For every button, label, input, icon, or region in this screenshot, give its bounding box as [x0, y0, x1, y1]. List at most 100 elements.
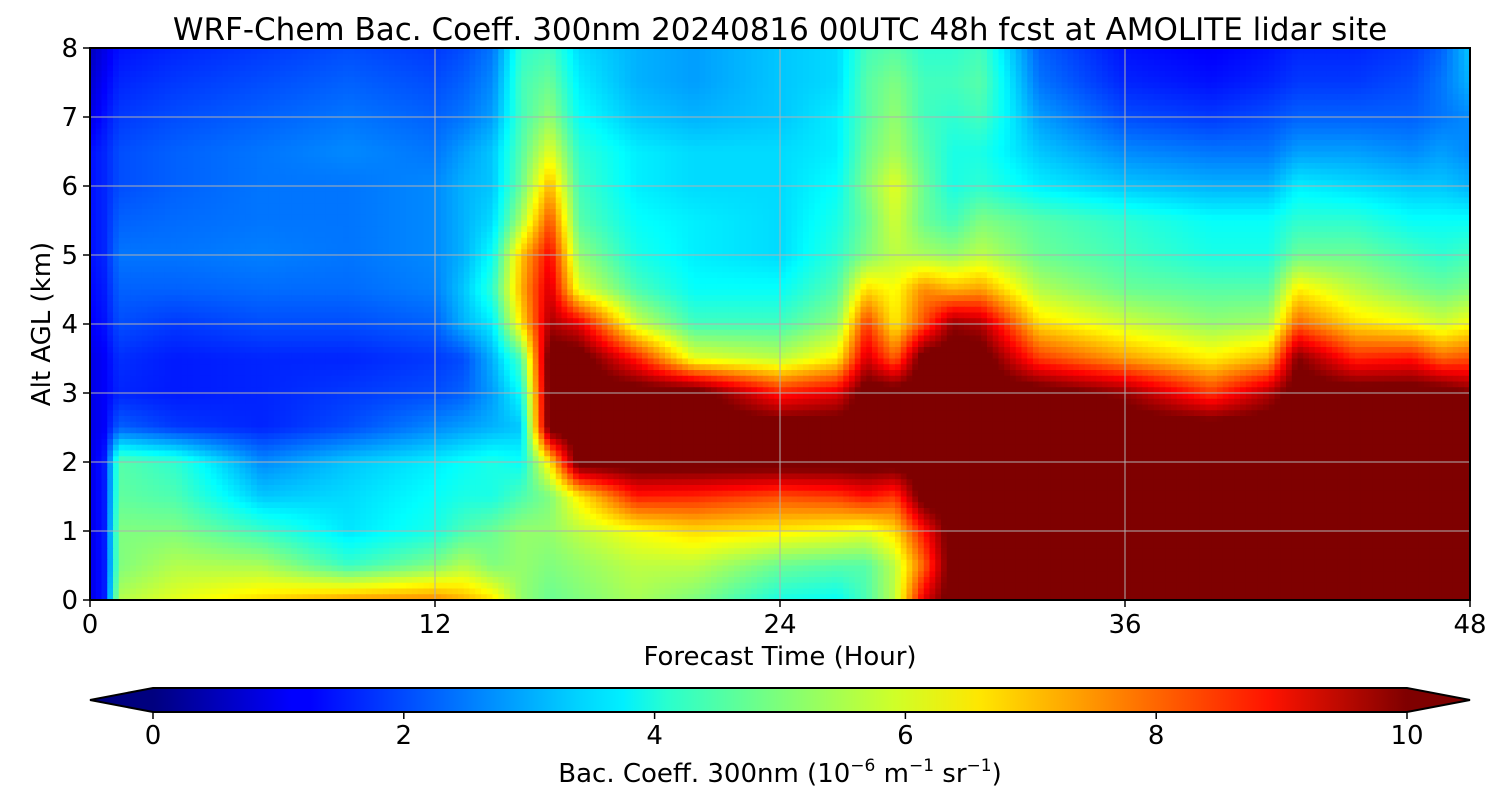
heatmap-cell — [1039, 71, 1045, 77]
heatmap-cell — [878, 157, 884, 163]
heatmap-cell — [320, 65, 326, 71]
heatmap-cell — [895, 54, 901, 60]
heatmap-cell — [1171, 77, 1177, 83]
heatmap-cell — [234, 163, 240, 169]
heatmap-cell — [274, 129, 280, 135]
heatmap-cell — [619, 117, 625, 123]
heatmap-cell — [395, 134, 401, 140]
heatmap-cell — [585, 146, 591, 152]
heatmap-cell — [378, 83, 384, 89]
heatmap-cell — [1039, 65, 1045, 71]
heatmap-cell — [1395, 146, 1401, 152]
heatmap-cell — [1436, 65, 1442, 71]
heatmap-cell — [608, 94, 614, 100]
heatmap-cell — [119, 94, 125, 100]
heatmap-cell — [872, 123, 878, 129]
heatmap-cell — [1326, 152, 1332, 158]
heatmap-cell — [1378, 117, 1384, 123]
heatmap-cell — [953, 117, 959, 123]
heatmap-cell — [1160, 146, 1166, 152]
heatmap-cell — [1407, 100, 1413, 106]
heatmap-cell — [631, 163, 637, 169]
heatmap-cell — [613, 94, 619, 100]
heatmap-cell — [1073, 123, 1079, 129]
heatmap-cell — [843, 100, 849, 106]
heatmap-cell — [895, 134, 901, 140]
heatmap-cell — [395, 146, 401, 152]
heatmap-cell — [550, 77, 556, 83]
heatmap-cell — [613, 134, 619, 140]
heatmap-cell — [1332, 65, 1338, 71]
heatmap-cell — [188, 88, 194, 94]
heatmap-cell — [826, 146, 832, 152]
heatmap-cell — [1211, 157, 1217, 163]
heatmap-cell — [786, 123, 792, 129]
heatmap-cell — [682, 88, 688, 94]
heatmap-cell — [1286, 157, 1292, 163]
heatmap-cell — [130, 54, 136, 60]
heatmap-cell — [268, 106, 274, 112]
heatmap-cell — [648, 54, 654, 60]
heatmap-cell — [625, 65, 631, 71]
heatmap-cell — [1286, 65, 1292, 71]
heatmap-cell — [631, 123, 637, 129]
heatmap-cell — [608, 60, 614, 66]
heatmap-cell — [107, 77, 113, 83]
heatmap-cell — [1102, 88, 1108, 94]
heatmap-cell — [194, 134, 200, 140]
heatmap-cell — [320, 60, 326, 66]
heatmap-cell — [1068, 83, 1074, 89]
heatmap-cell — [746, 146, 752, 152]
heatmap-cell — [999, 123, 1005, 129]
heatmap-cell — [1177, 71, 1183, 77]
heatmap-cell — [435, 134, 441, 140]
heatmap-cell — [1436, 117, 1442, 123]
heatmap-cell — [579, 163, 585, 169]
heatmap-cell — [217, 54, 223, 60]
heatmap-cell — [855, 123, 861, 129]
heatmap-cell — [1223, 106, 1229, 112]
heatmap-cell — [1223, 140, 1229, 146]
heatmap-cell — [769, 65, 775, 71]
heatmap-cell — [1045, 77, 1051, 83]
heatmap-cell — [953, 140, 959, 146]
heatmap-cell — [366, 94, 372, 100]
heatmap-cell — [360, 100, 366, 106]
heatmap-cell — [976, 60, 982, 66]
heatmap-cell — [631, 60, 637, 66]
heatmap-cell — [1217, 65, 1223, 71]
heatmap-cell — [648, 163, 654, 169]
heatmap-cell — [1142, 71, 1148, 77]
heatmap-cell — [211, 117, 217, 123]
heatmap-cell — [1211, 146, 1217, 152]
heatmap-cell — [838, 88, 844, 94]
heatmap-cell — [1056, 134, 1062, 140]
heatmap-cell — [314, 163, 320, 169]
heatmap-cell — [746, 123, 752, 129]
heatmap-cell — [1039, 83, 1045, 89]
heatmap-cell — [1263, 117, 1269, 123]
heatmap-cell — [642, 157, 648, 163]
heatmap-cell — [182, 123, 188, 129]
heatmap-cell — [148, 152, 154, 158]
heatmap-cell — [1188, 71, 1194, 77]
heatmap-cell — [418, 54, 424, 60]
heatmap-cell — [579, 65, 585, 71]
heatmap-cell — [1073, 129, 1079, 135]
heatmap-cell — [1234, 117, 1240, 123]
heatmap-cell — [815, 77, 821, 83]
heatmap-cell — [855, 94, 861, 100]
heatmap-cell — [1280, 140, 1286, 146]
heatmap-cell — [1326, 83, 1332, 89]
heatmap-cell — [1027, 117, 1033, 123]
heatmap-cell — [516, 134, 522, 140]
heatmap-cell — [165, 152, 171, 158]
heatmap-cell — [958, 77, 964, 83]
heatmap-cell — [349, 140, 355, 146]
heatmap-cell — [1361, 146, 1367, 152]
heatmap-cell — [1079, 123, 1085, 129]
heatmap-cell — [1424, 54, 1430, 60]
heatmap-cell — [125, 60, 131, 66]
heatmap-cell — [1384, 100, 1390, 106]
heatmap-cell — [516, 140, 522, 146]
